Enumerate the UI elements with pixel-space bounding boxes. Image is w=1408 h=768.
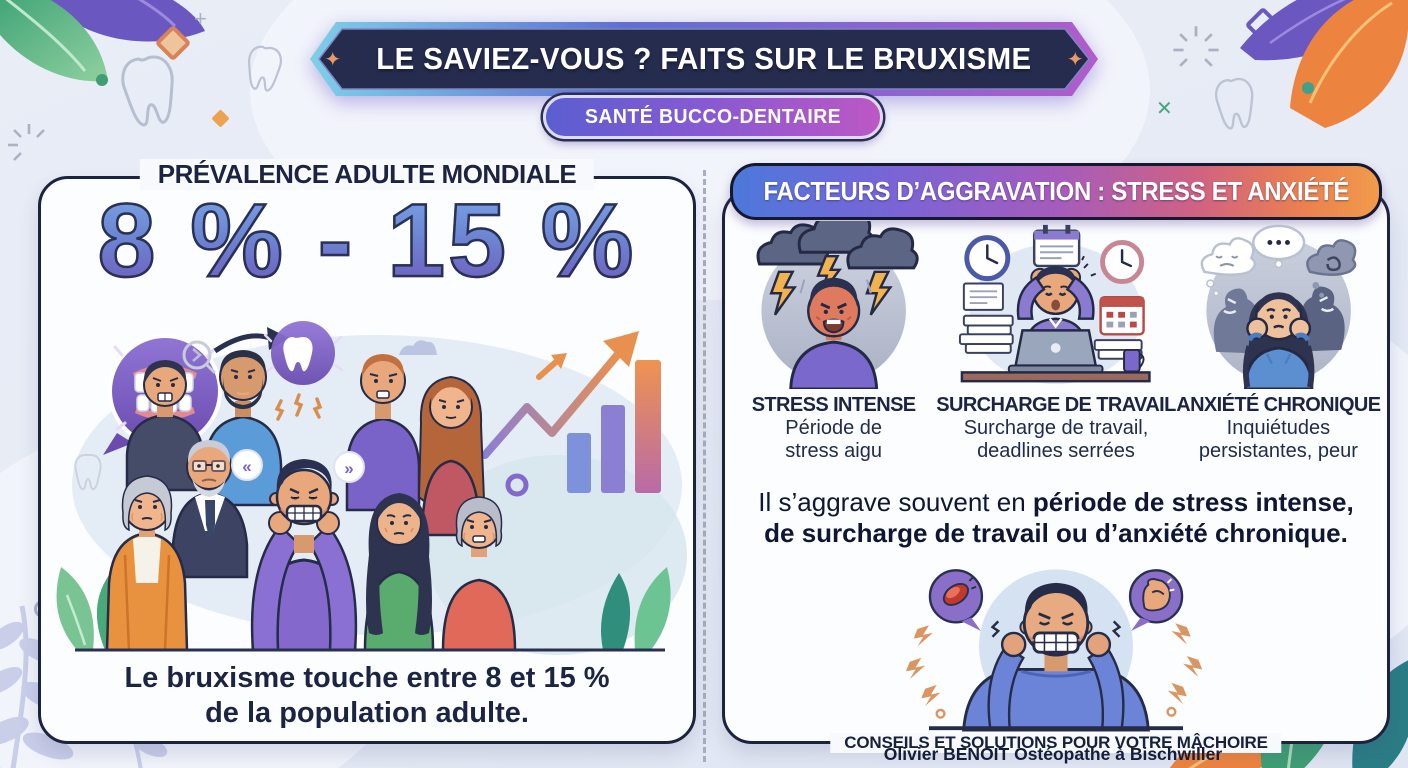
factor-label: STRESS INTENSE bbox=[751, 394, 916, 416]
prevalence-caption-line1: Le bruxisme touche entre 8 et 15 % bbox=[124, 662, 610, 695]
prevalence-caption-line2: de la population adulte. bbox=[205, 697, 529, 730]
title-banner-shape bbox=[310, 22, 1098, 96]
person-man-purple-tee bbox=[345, 354, 421, 512]
aggravation-panel: FACTEURS D’AGGRAVATION : STRESS ET ANXIÉ… bbox=[722, 163, 1390, 753]
tooth-outline-icon bbox=[1214, 77, 1254, 130]
banner-sparkle-right-icon: ✦ bbox=[1066, 48, 1084, 71]
pain-bolt-icons bbox=[905, 623, 1203, 707]
factor-stress-intense: STRESS INTENSE Période de stress aigu bbox=[731, 208, 936, 463]
banner-sparkle-left-icon: ✦ bbox=[324, 48, 342, 71]
tooth-outline-icon bbox=[121, 55, 174, 127]
storm-stress-icon bbox=[756, 208, 919, 391]
svg-text:»: » bbox=[344, 459, 353, 478]
factor-desc: Inquiétudes persistantes, peur bbox=[1198, 417, 1358, 462]
jaw-muscle-bubble-icon bbox=[928, 569, 984, 631]
population-illustration: « » bbox=[56, 321, 687, 655]
person-elderly-woman-orange bbox=[105, 475, 189, 652]
footer-title: CONSEILS ET SOLUTIONS POUR VOTRE MÂCHOIR… bbox=[830, 733, 1282, 753]
banner-subtitle: SANTÉ BUCCO-DENTAIRE bbox=[584, 105, 842, 128]
overwork-desk-icon bbox=[959, 224, 1151, 385]
aggravation-panel-title: FACTEURS D’AGGRAVATION : STRESS ET ANXIÉ… bbox=[763, 176, 1349, 206]
title-banner: ✦ LE SAVIEZ-VOUS ? FAITS SUR LE BRUXISME… bbox=[308, 20, 1100, 98]
speech-bubble-left: « bbox=[231, 449, 263, 481]
footer-author: Olivier BENOIT Ostéopathe à Bischwiller bbox=[883, 744, 1223, 764]
prevalence-stat: 8 % - 15 % bbox=[41, 185, 693, 297]
factor-label: ANXIÉTÉ CHRONIQUE bbox=[1176, 394, 1381, 416]
jaw-pain-illustration bbox=[905, 569, 1203, 732]
speech-bubble-right: » bbox=[333, 451, 365, 483]
prevalence-panel-title: PRÉVALENCE ADULTE MONDIALE bbox=[139, 159, 595, 190]
body-text-line2: de surcharge de travail ou d’anxiété chr… bbox=[764, 518, 1348, 549]
x-sparkle-icon: ✕ bbox=[1156, 98, 1173, 120]
person-elderly-man-suit bbox=[171, 440, 249, 579]
leaf-decoration-top-right bbox=[1240, 0, 1408, 128]
body-text-bold: période de stress intense, bbox=[1032, 487, 1354, 517]
prevalence-panel: PRÉVALENCE ADULTE MONDIALE 8 % - 15 % bbox=[38, 159, 696, 744]
starburst-icon bbox=[1173, 26, 1219, 67]
person-central-man-bruxism bbox=[250, 459, 358, 652]
tooth-badge-icon bbox=[263, 321, 344, 385]
banner-title: LE SAVIEZ-VOUS ? FAITS SUR LE BRUXISME bbox=[376, 41, 1032, 76]
strength-bubble-icon bbox=[1128, 569, 1184, 631]
svg-text:«: « bbox=[242, 457, 251, 476]
starburst-icon bbox=[8, 124, 45, 161]
factor-anxiete-chronique: ANXIÉTÉ CHRONIQUE Inquiétudes persistant… bbox=[1176, 221, 1381, 463]
anxiety-icon bbox=[1200, 224, 1357, 391]
aggravation-body-text: Il s’aggrave souvent en période de stres… bbox=[725, 487, 1387, 549]
factor-label: SURCHARGE DE TRAVAIL bbox=[936, 394, 1176, 416]
person-elderly-woman-coral bbox=[441, 496, 517, 652]
body-text-regular: Il s’aggrave souvent en bbox=[758, 487, 1033, 517]
factor-surcharge-travail: SURCHARGE DE TRAVAIL Surcharge de travai… bbox=[936, 221, 1176, 463]
factor-desc: Période de stress aigu bbox=[785, 417, 882, 462]
cross-sparkle-icon: + bbox=[194, 6, 207, 31]
stress-marks bbox=[274, 393, 323, 421]
factor-desc: Surcharge de travail, deadlines serrées bbox=[963, 417, 1149, 462]
dot-decoration bbox=[96, 74, 108, 86]
dot-decoration bbox=[1302, 82, 1314, 94]
person-man-navy bbox=[125, 360, 205, 492]
panel-divider-dashed-line bbox=[703, 170, 706, 762]
aggravation-panel-title-pill: FACTEURS D’AGGRAVATION : STRESS ET ANXIÉ… bbox=[730, 163, 1382, 220]
prevalence-caption: Le bruxisme touche entre 8 et 15 % de la… bbox=[41, 661, 693, 731]
person-woman-green bbox=[363, 493, 435, 652]
factors-row: STRESS INTENSE Période de stress aigu bbox=[731, 208, 1381, 463]
tooth-outline-icon bbox=[247, 45, 282, 92]
banner-subtitle-pill: SANTÉ BUCCO-DENTAIRE bbox=[543, 95, 883, 139]
